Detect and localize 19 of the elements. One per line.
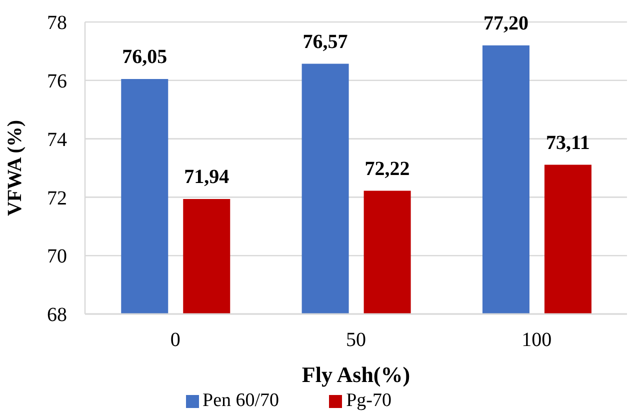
y-tick-label: 76 [47,70,67,92]
y-axis-title: VFWA (%) [4,120,26,216]
data-label: 76,57 [302,30,348,53]
y-tick-label: 70 [47,246,67,268]
y-tick-label: 74 [47,128,67,151]
data-label: 76,05 [122,46,168,68]
data-label: 77,20 [483,12,528,34]
legend-label: Pg-70 [346,390,392,411]
y-tick-label: 68 [47,304,67,326]
data-label: 72,22 [364,158,410,180]
data-label: 71,94 [184,166,230,188]
y-tick-label: 78 [47,12,67,34]
legend-label: Pen 60/70 [202,390,280,411]
x-tick-label: 100 [522,329,552,352]
data-label: 73,11 [546,132,590,154]
x-axis-title: Fly Ash(%) [302,362,410,387]
x-tick-label: 0 [170,329,180,352]
x-tick-label: 50 [346,329,366,352]
y-tick-label: 72 [47,187,67,210]
